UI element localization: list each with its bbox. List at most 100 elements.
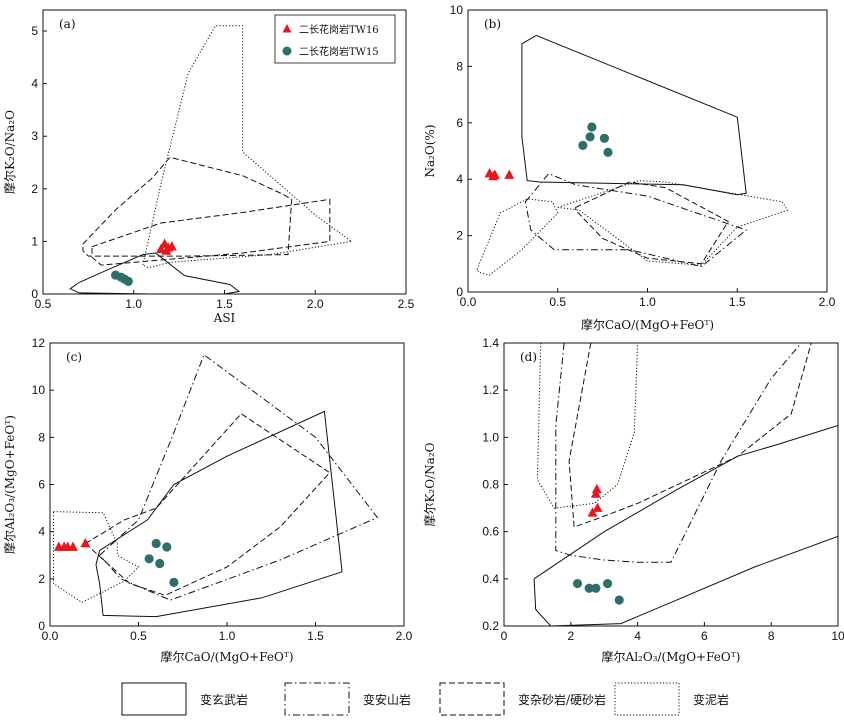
field-dotted	[142, 25, 353, 269]
field-dashdot	[555, 343, 802, 563]
field-solid	[69, 252, 241, 294]
y-tick-label: 0	[31, 287, 38, 301]
x-tick-label: 4	[634, 629, 641, 643]
series-triangle	[53, 537, 91, 551]
plot-frame	[49, 342, 405, 627]
data-point-triangle	[489, 169, 500, 179]
data-point-circle	[599, 133, 610, 143]
y-tick-label: 0.4	[482, 572, 499, 586]
x-tick-label: 2	[567, 629, 574, 643]
data-point-triangle	[68, 541, 78, 551]
data-point-triangle	[590, 488, 601, 498]
y-axis-title: 摩尔Al₂O₃/(MgO+FeOᵀ)	[2, 415, 17, 554]
x-axis-title: 摩尔CaO/(MgO+FeOᵀ)	[160, 649, 293, 664]
field-solid	[533, 535, 838, 626]
bottom-legend: 变玄武岩 变安山岩 变杂砂岩/硬砂岩 变泥岩	[121, 682, 729, 716]
field-dashdot	[524, 172, 748, 268]
data-point-triangle	[156, 243, 166, 254]
legend-label: 变玄武岩	[200, 692, 248, 707]
field-solid	[521, 34, 747, 196]
legend-marker-circle	[282, 46, 292, 56]
field-outlines	[533, 343, 838, 626]
data-point-circle	[144, 554, 154, 564]
legend-label: 二长花岗岩TW16	[299, 23, 379, 36]
y-tick-label: 2	[38, 572, 45, 586]
y-tick-label: 2	[31, 182, 38, 196]
field-dashed	[84, 413, 331, 596]
y-tick-label: 0.2	[482, 619, 499, 633]
field-solid	[95, 410, 343, 618]
legend-swatch-dashdot	[284, 682, 350, 716]
field-dashed	[82, 156, 293, 257]
data-point-triangle	[591, 483, 602, 494]
y-tick-label: 0.6	[482, 525, 499, 539]
field-dashdot	[98, 354, 379, 601]
panel-label: (a)	[59, 17, 76, 31]
legend-label: 变安山岩	[363, 692, 411, 707]
legend-label: 变杂砂岩/硬砂岩	[518, 692, 606, 707]
y-tick-label: 1	[31, 234, 38, 248]
field-dashed	[91, 198, 331, 266]
series-circle	[111, 270, 133, 286]
field-outlines	[69, 25, 353, 294]
panel-3: 0.0 0.5 1.0 1.5 2.0 0 2 4 6 8 10 12 (c) 摩尔CaO/(MgO+Fe…	[2, 336, 413, 664]
field-outlines	[53, 354, 379, 618]
x-tick-label: 1.5	[307, 629, 324, 643]
y-tick-label: 1.2	[482, 383, 499, 397]
field-dotted	[536, 343, 639, 509]
x-tick-label: 2.0	[396, 629, 413, 643]
data-point-triangle	[80, 537, 91, 548]
x-tick-label: 2.5	[398, 297, 415, 311]
panel-label: (d)	[520, 350, 537, 364]
field-solid	[533, 425, 838, 580]
data-point-circle	[603, 147, 613, 158]
y-tick-label: 1.4	[482, 336, 499, 350]
series-triangle	[156, 238, 177, 255]
y-tick-label: 6	[38, 478, 45, 492]
series-circle	[144, 538, 179, 587]
panel-label: (b)	[484, 17, 501, 31]
legend-label: 变泥岩	[693, 692, 729, 707]
field-outlines	[476, 34, 789, 276]
y-tick-label: 4	[456, 172, 463, 186]
data-point-circle	[578, 140, 588, 150]
y-tick-label: 0	[38, 619, 45, 633]
data-point-circle	[602, 578, 613, 589]
field-dotted	[53, 511, 140, 603]
x-tick-label: 1.0	[219, 629, 236, 643]
legend-swatch-dashed	[439, 682, 505, 716]
legend-swatch-dotted	[614, 682, 680, 716]
y-tick-label: 0	[456, 285, 463, 299]
field-dotted	[557, 180, 789, 266]
x-tick-label: 0.5	[549, 295, 566, 309]
y-tick-label: 8	[456, 59, 463, 73]
x-tick-label: 8	[768, 629, 775, 643]
y-axis-title: 摩尔K₂O/Na₂O	[2, 110, 17, 194]
y-tick-label: 10	[32, 383, 46, 397]
x-axis-title: 摩尔Al₂O₃/(MgO+FeOᵀ)	[602, 649, 741, 664]
field-dashed	[568, 343, 812, 528]
data-point-circle	[123, 276, 133, 286]
data-point-triangle	[592, 502, 603, 512]
y-tick-label: 0.8	[482, 478, 499, 492]
data-point-circle	[572, 578, 583, 589]
y-tick-label: 4	[38, 525, 45, 539]
x-tick-label: 2.0	[819, 295, 836, 309]
panel-2: 0.0 0.5 1.0 1.5 2.0 0 2 4 6 8 10 (b) 摩尔CaO/(MgO+FeOᵀ…	[423, 3, 836, 332]
data-point-triangle	[161, 245, 172, 255]
data-point-circle	[585, 132, 595, 142]
data-point-circle	[169, 577, 179, 587]
y-tick-label: 10	[450, 3, 464, 17]
x-tick-label: 1.5	[729, 295, 746, 309]
y-tick-label: 6	[456, 116, 463, 130]
x-tick-label: 1.5	[216, 297, 233, 311]
field-dashed	[575, 181, 730, 265]
x-tick-label: 6	[701, 629, 708, 643]
data-point-triangle	[166, 241, 177, 251]
data-point-circle	[155, 558, 165, 569]
legend-label: 二长花岗岩TW15	[299, 45, 379, 58]
panel-4: 0 2 4 6 8 10 0.2 0.4 0.6 0.8 1.0 1.2 1.4 (d) 摩尔Al₂O₃/(…	[422, 336, 844, 664]
data-point-circle	[591, 583, 601, 593]
panel-1: 0.5 1.0 1.5 2.0 2.5 0 1 2 3 4 5 (a) ASI 摩尔K₂O/Na₂O 二长花…	[2, 9, 415, 325]
